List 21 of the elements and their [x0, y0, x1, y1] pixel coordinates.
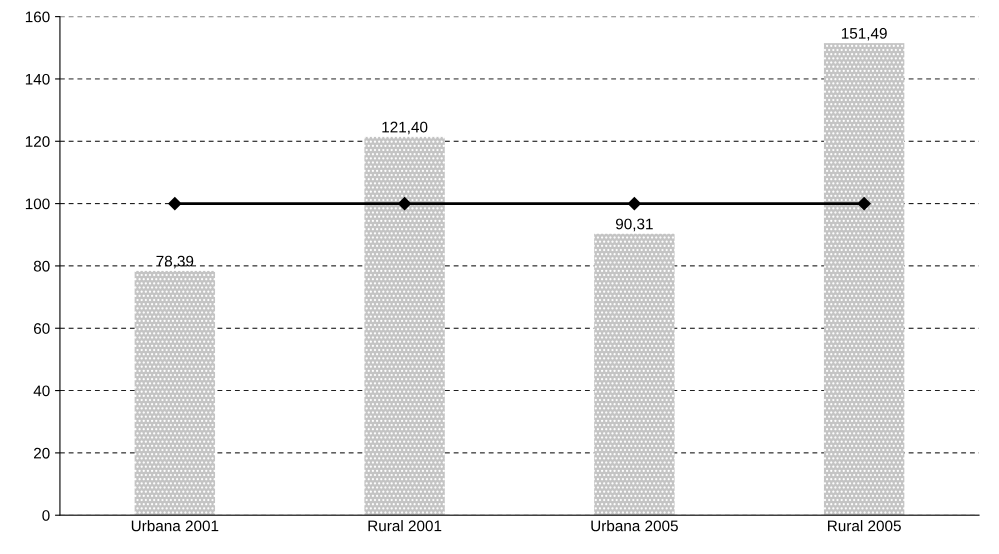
y-tick-label: 60: [34, 323, 50, 334]
x-tick-label: Urbana 2005: [591, 520, 678, 532]
y-tick-label: 40: [34, 385, 50, 396]
data-label: 121,40: [382, 122, 428, 134]
x-tick-label: Rural 2001: [368, 520, 442, 532]
bar: [134, 270, 216, 516]
x-tick-label: Urbana 2001: [132, 520, 218, 532]
data-label: 151,49: [842, 28, 887, 41]
bar: [824, 43, 904, 516]
y-tick-label: 120: [26, 136, 50, 147]
y-tick-label: 160: [26, 11, 50, 22]
data-label: 78,39: [156, 256, 194, 268]
y-tick-label: 20: [34, 448, 50, 459]
x-tick-label: Rural 2005: [828, 520, 901, 532]
bar: [364, 136, 445, 516]
y-tick-label: 0: [42, 510, 50, 521]
y-tick-label: 100: [26, 198, 50, 210]
y-tick-label: 140: [26, 74, 50, 85]
bar: [594, 234, 675, 516]
data-label: 90,31: [616, 218, 653, 232]
y-tick-label: 80: [34, 260, 50, 272]
